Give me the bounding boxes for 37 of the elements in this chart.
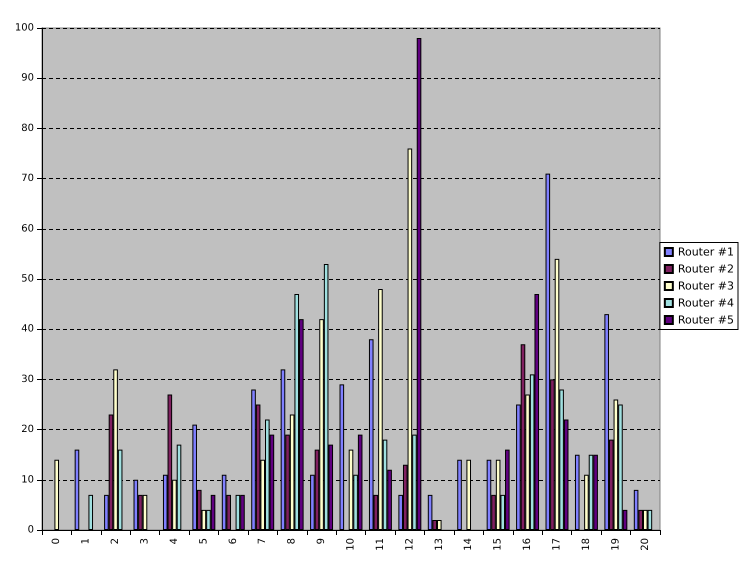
legend-label: Router #4 [678, 296, 734, 310]
x-tick-label: 1 [80, 538, 92, 544]
x-tick-label: 5 [198, 538, 210, 544]
x-tick-label: 14 [463, 538, 474, 551]
y-tick-label: 70 [21, 173, 34, 184]
y-tick-label: 30 [21, 374, 34, 385]
y-tick-label: 90 [21, 72, 34, 84]
x-tick-label: 8 [286, 538, 298, 544]
y-tick-label: 50 [21, 274, 34, 284]
y-tick-label: 10 [21, 474, 34, 486]
x-tick-label: 17 [552, 538, 562, 551]
x-tick-label: 20 [640, 538, 651, 551]
legend-label: Router #1 [678, 246, 734, 258]
y-tick-label: 20 [21, 424, 34, 436]
y-tick-label: 60 [21, 223, 34, 234]
x-tick-label: 13 [434, 538, 445, 551]
x-tick-label: 7 [257, 538, 268, 544]
x-tick-label: 2 [110, 538, 122, 544]
legend-label: Router #2 [678, 262, 734, 276]
x-tick-label: 18 [580, 538, 592, 551]
y-tick-label: 100 [14, 22, 34, 34]
y-tick-label: 80 [21, 122, 34, 134]
x-tick-label: 16 [522, 538, 534, 551]
legend-label: Router #3 [678, 280, 734, 292]
x-tick-label: 3 [140, 538, 150, 544]
y-tick-label: 40 [21, 324, 34, 335]
x-tick-label: 9 [316, 538, 328, 544]
x-tick-label: 0 [51, 538, 62, 544]
x-tick-label: 11 [374, 538, 386, 551]
x-tick-label: 19 [610, 538, 622, 551]
x-tick-label: 6 [228, 538, 239, 544]
x-tick-label: 10 [346, 538, 356, 551]
x-tick-label: 12 [404, 538, 416, 551]
x-tick-label: 4 [168, 538, 180, 544]
legend-label: Router #5 [678, 314, 734, 326]
y-tick-label: 0 [28, 524, 34, 536]
x-tick-label: 15 [492, 538, 504, 551]
